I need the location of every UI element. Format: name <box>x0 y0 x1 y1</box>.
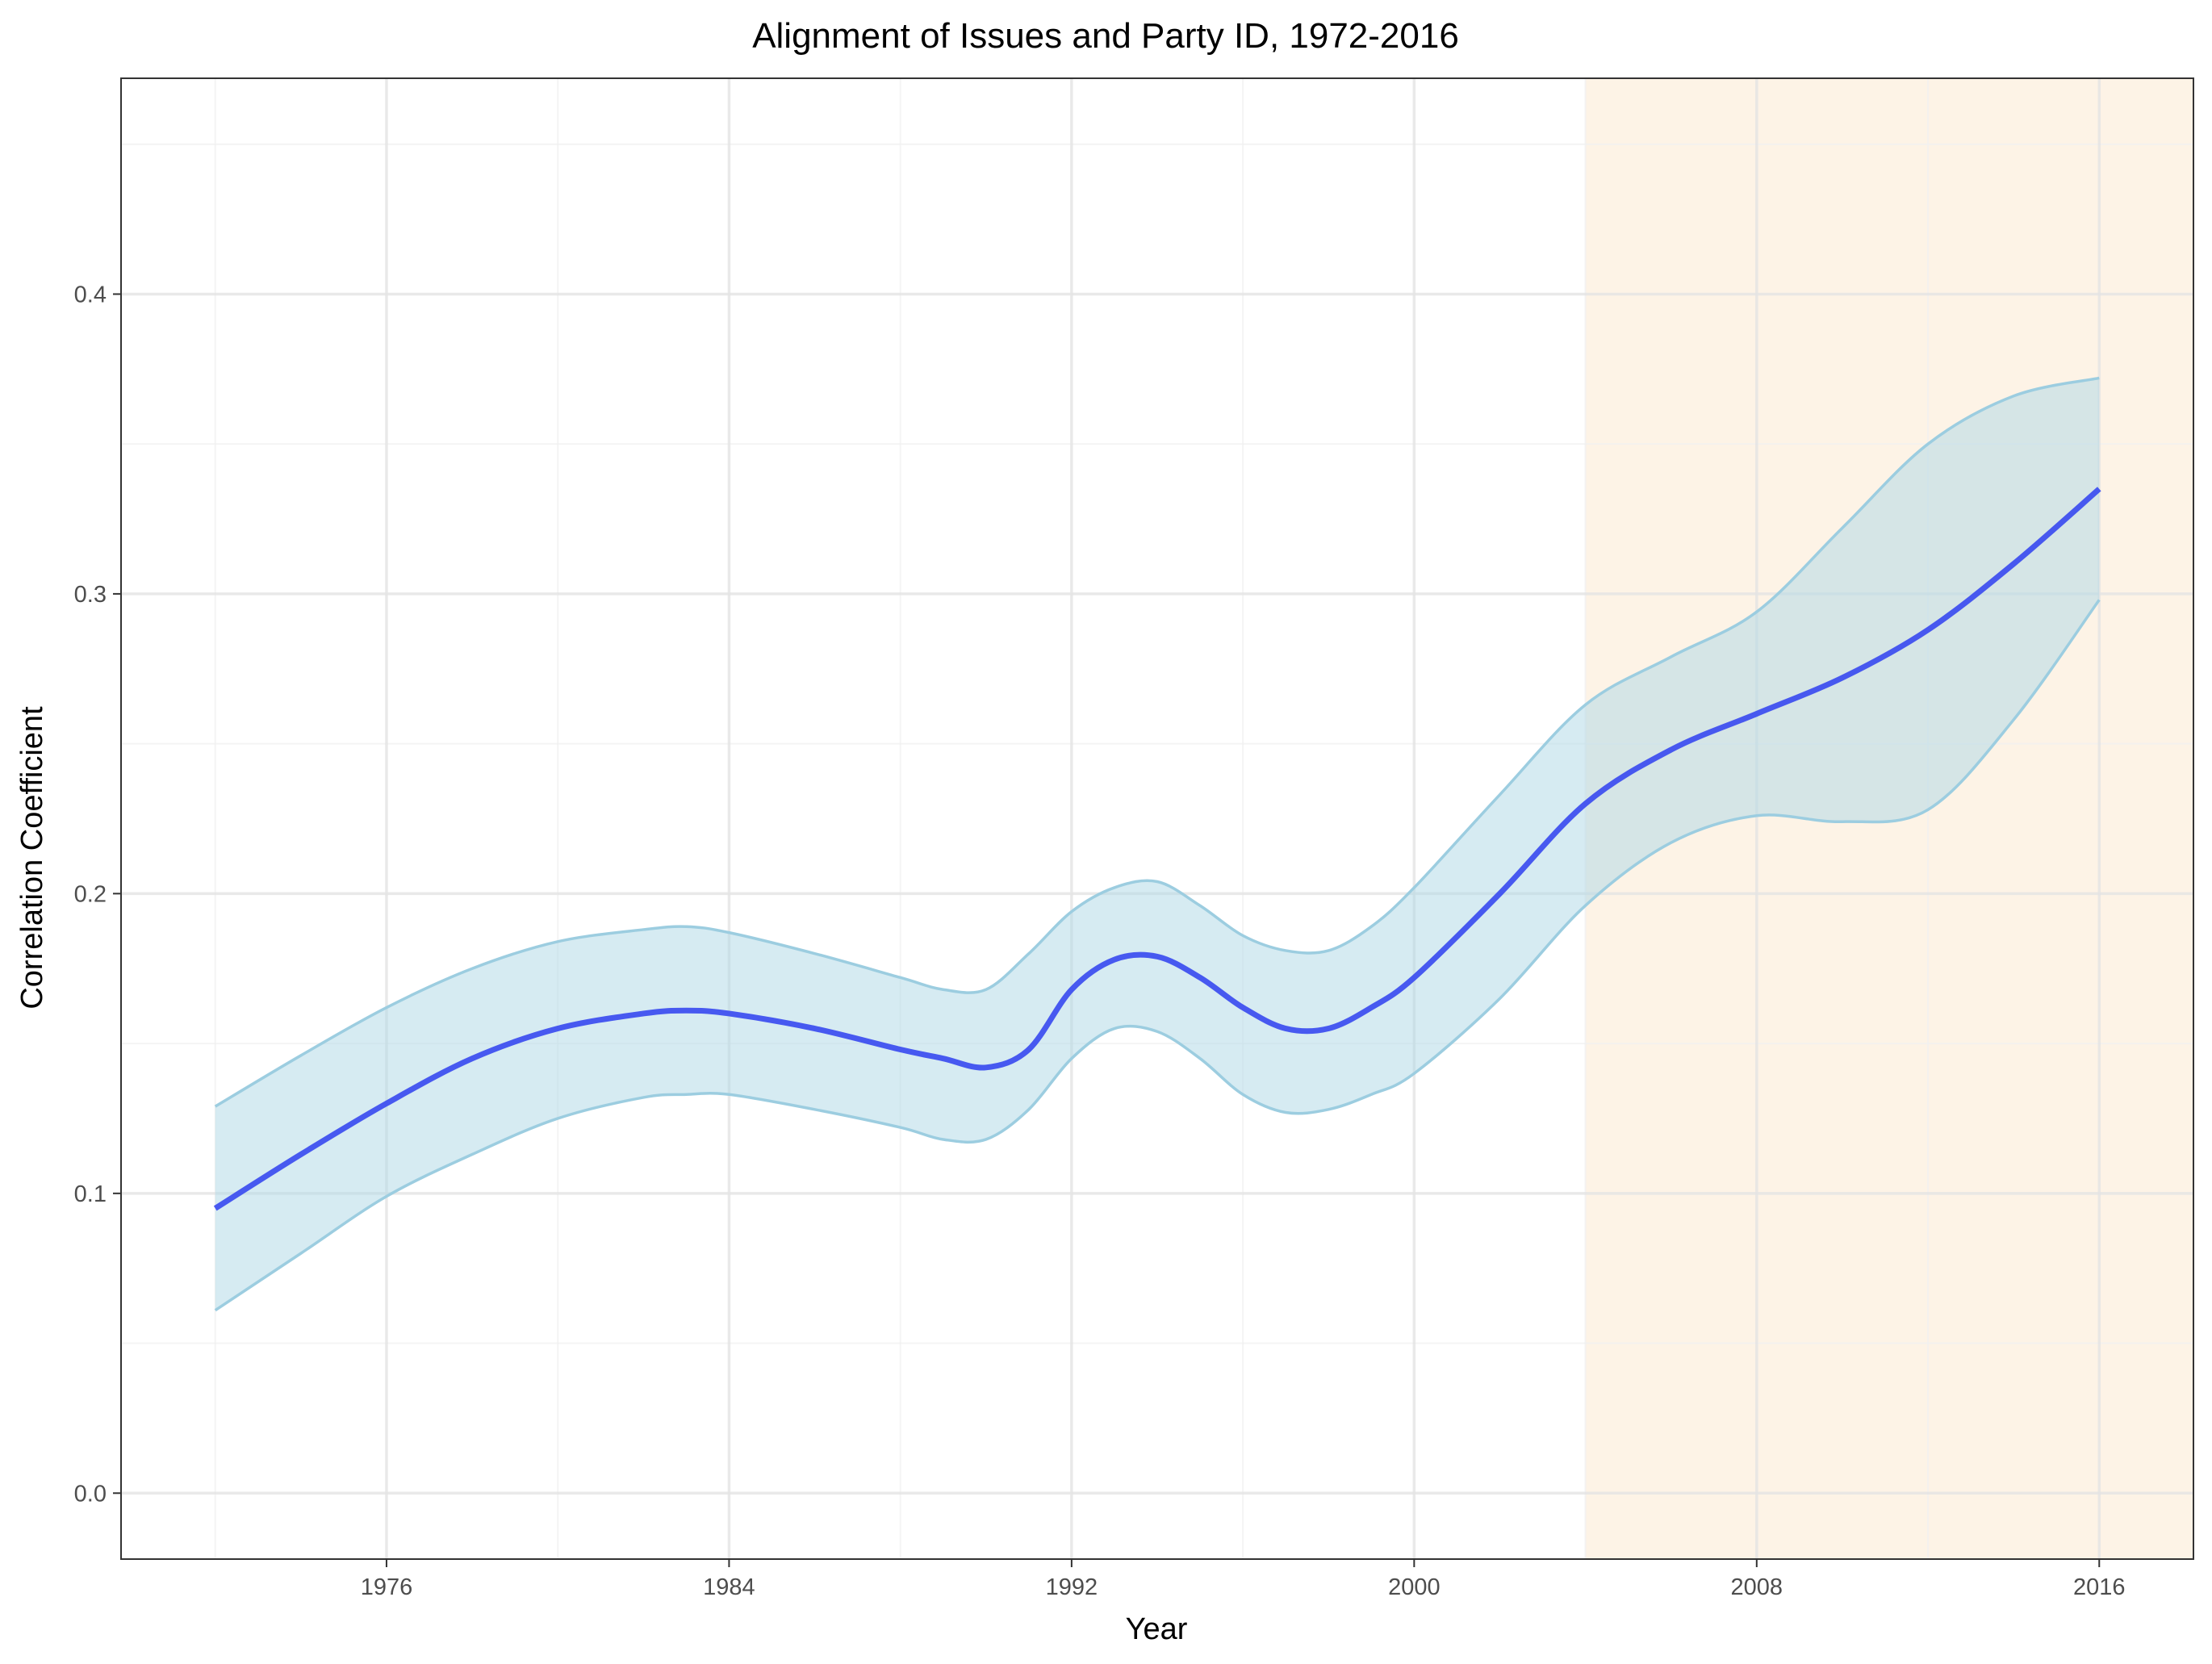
y-tick-label: 0.4 <box>74 282 107 307</box>
x-tick-label: 1976 <box>361 1574 413 1600</box>
x-tick-label: 2016 <box>2073 1574 2126 1600</box>
x-tick-label: 2008 <box>1731 1574 1783 1600</box>
gridlines <box>121 78 2193 1559</box>
trend-line <box>213 487 2101 1211</box>
panel-border-layer <box>120 77 2194 1560</box>
confidence-band-lower-edge <box>214 599 2101 1312</box>
x-axis-label: Year <box>1126 1612 1188 1646</box>
x-tick-label: 1992 <box>1046 1574 1098 1600</box>
chart-title: Alignment of Issues and Party ID, 1972-2… <box>752 16 1459 56</box>
y-axis-label: Correlation Coefficient <box>15 706 49 1010</box>
y-tick-label: 0.1 <box>74 1181 107 1207</box>
confidence-band-upper-edge <box>214 376 2100 1108</box>
x-axis-ticks: 1976 1984 1992 2000 2008 2016 <box>361 1559 2126 1600</box>
y-tick-label: 0.2 <box>74 881 107 907</box>
y-tick-label: 0.0 <box>74 1481 107 1507</box>
confidence-band <box>215 378 2100 1311</box>
x-tick-label: 1984 <box>703 1574 755 1600</box>
confidence-band-layer <box>214 376 2101 1312</box>
panel-border <box>120 77 2194 1560</box>
y-axis-ticks: 0.0 0.1 0.2 0.3 0.4 <box>74 282 121 1507</box>
x-tick-label: 2000 <box>1388 1574 1441 1600</box>
trend-line-layer <box>213 487 2101 1211</box>
y-tick-label: 0.3 <box>74 582 107 608</box>
